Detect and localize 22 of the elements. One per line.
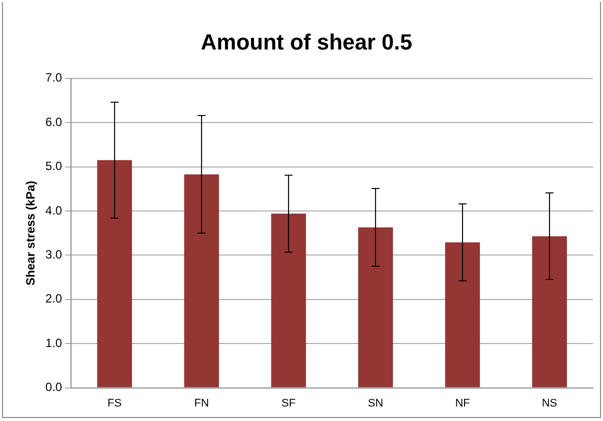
x-tick-label: FN xyxy=(194,397,209,410)
x-tick-label: NF xyxy=(455,397,470,410)
y-tick-label: 5.0 xyxy=(45,159,62,174)
x-tick-label: NS xyxy=(542,397,558,410)
y-axis-title: Shear stress (kPa) xyxy=(24,180,38,286)
x-tick-label: SN xyxy=(368,397,384,410)
y-tick-label: 7.0 xyxy=(45,70,62,85)
bar xyxy=(445,242,480,388)
bar xyxy=(271,214,306,388)
bar xyxy=(358,227,393,388)
x-tick-label: SF xyxy=(282,397,296,410)
x-tick-label: FS xyxy=(108,397,122,410)
chart-title: Amount of shear 0.5 xyxy=(200,29,412,54)
y-tick-label: 6.0 xyxy=(45,114,62,129)
bar xyxy=(532,236,567,388)
bar xyxy=(184,174,219,388)
y-tick-label: 3.0 xyxy=(45,248,62,262)
y-tick-label: 0.0 xyxy=(45,380,62,394)
y-tick-label: 1.0 xyxy=(45,336,62,350)
y-tick-label: 4.0 xyxy=(45,203,62,218)
bar xyxy=(97,160,132,388)
y-tick-label: 2.0 xyxy=(45,292,62,306)
